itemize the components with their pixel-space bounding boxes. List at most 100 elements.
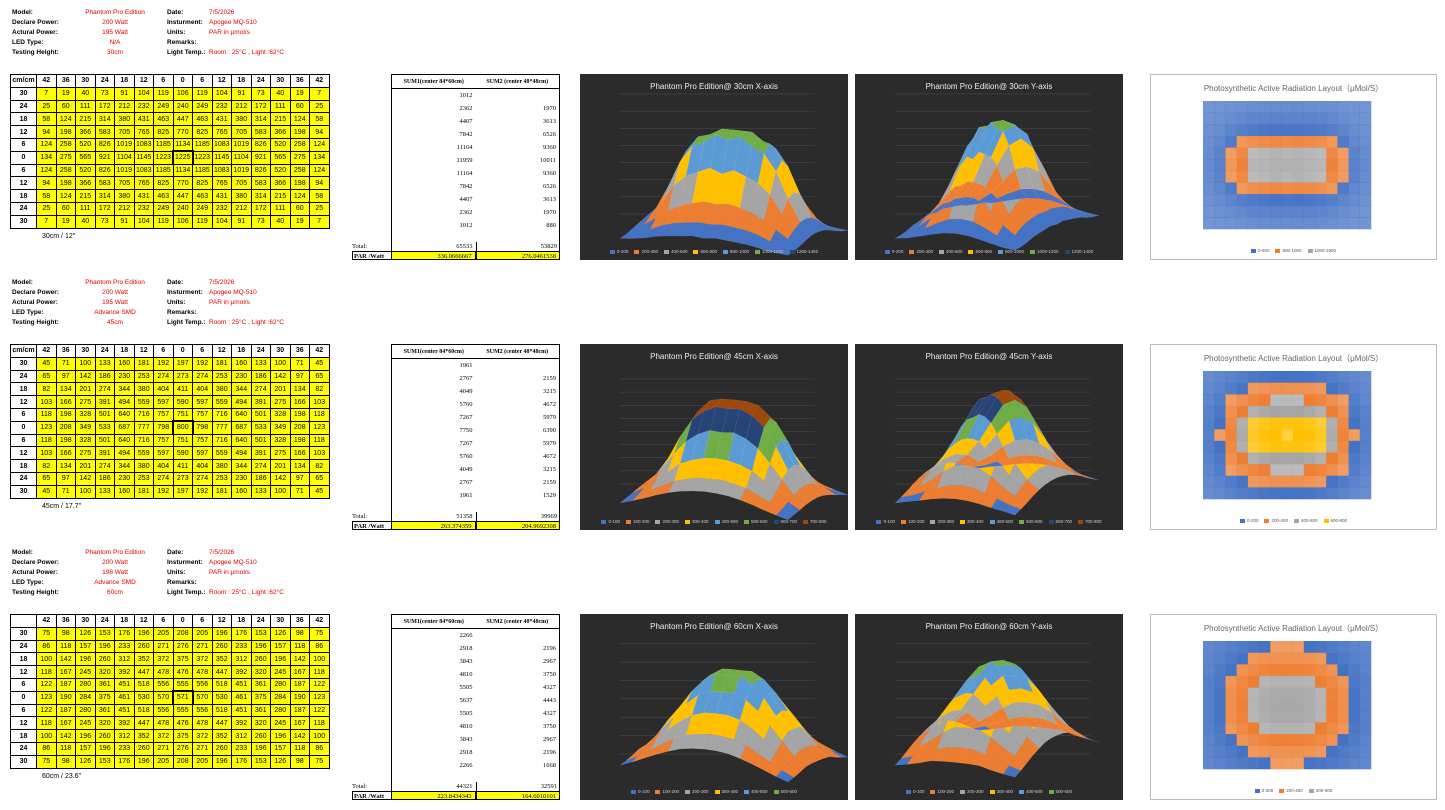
par-cell: 411	[172, 382, 193, 397]
par-cell: 271	[153, 639, 174, 654]
sum-row: 2767 2159	[392, 372, 559, 385]
sum1-value: 5637	[459, 697, 473, 704]
par-cell: 687	[114, 420, 135, 435]
legend-label: 1000-1500	[1314, 248, 1337, 253]
contour-cell	[1247, 429, 1260, 442]
par-cell: 19	[289, 214, 310, 229]
sum-row: 11164 9360	[392, 167, 559, 180]
par-cell: 157	[75, 741, 96, 756]
contour-cell	[1292, 464, 1305, 477]
contour-cell	[1214, 652, 1226, 665]
contour-cell	[1281, 371, 1293, 383]
height-caption: 60cm / 23.6"	[42, 773, 82, 780]
contour-cell	[1315, 147, 1327, 160]
contour-cell	[1247, 135, 1260, 148]
par-cell: 391	[94, 446, 115, 461]
par-cell: 73	[94, 214, 115, 229]
par-cell: 196	[270, 729, 291, 743]
par-cell: 212	[231, 99, 252, 114]
contour-cell	[1214, 664, 1226, 677]
par-cell: 215	[270, 189, 291, 203]
par-cell: 556	[192, 677, 213, 692]
test-section: Model: Phantom Pro Edition Date: 7/5/2026 De…	[0, 0, 1445, 270]
info-label: Testing Height:	[12, 49, 59, 56]
contour-cell	[1203, 135, 1215, 148]
contour-cell	[1315, 464, 1327, 477]
par-cell: 215	[75, 189, 96, 203]
par-cell: 166	[289, 446, 310, 461]
contour-cell	[1348, 194, 1361, 207]
legend-swatch	[663, 249, 669, 254]
contour-cell	[1225, 652, 1237, 665]
par-cell: 1134	[172, 137, 193, 152]
contour-cell	[1203, 664, 1215, 677]
par-cell: 1223	[153, 150, 174, 165]
par-cell: 126	[270, 626, 291, 641]
par-cell: 196	[211, 754, 232, 769]
par-cell: 176	[231, 626, 252, 641]
contour-cell	[1326, 170, 1338, 183]
chart-legend: 0-100 100-200 200-300 300-400 400-500 500-600…	[580, 519, 848, 524]
par-cell: 201	[75, 459, 96, 473]
contour-cell	[1348, 112, 1361, 125]
contour-cell	[1281, 440, 1293, 453]
contour-cell	[1303, 417, 1316, 430]
par-cell: 271	[192, 741, 213, 756]
par-cell: 777	[211, 420, 232, 435]
contour-cell	[1247, 699, 1260, 712]
table-row: 6 118 198 328 501 640 716 757 751 757 716 640 501 328…	[10, 407, 330, 422]
par-cell: 372	[153, 652, 174, 667]
table-row: 18 82 134 201 274 344 380 404 411 404 380 344 274 201…	[10, 459, 330, 473]
par-cell: 312	[231, 652, 252, 667]
par-cell: 559	[211, 395, 232, 409]
par-cell: 91	[114, 86, 135, 101]
contour-cell	[1303, 124, 1316, 137]
contour-chart: Photosynthetic Active Radiation Layout（μ…	[1150, 614, 1437, 800]
par-cell: 451	[114, 703, 135, 718]
par-cell: 97	[289, 369, 310, 384]
contour-cell	[1326, 417, 1338, 430]
contour-cell	[1326, 382, 1338, 395]
contour-cell	[1326, 440, 1338, 453]
contour-cell	[1270, 757, 1282, 770]
contour-cell	[1337, 135, 1349, 148]
sum-row: 4407 3613	[392, 193, 559, 206]
par-cell: 118	[36, 716, 57, 731]
contour-cell	[1337, 745, 1349, 758]
legend-swatch	[938, 249, 944, 254]
contour-cell	[1337, 371, 1349, 383]
legend-label: 600-800	[1330, 518, 1348, 523]
par-cell: 463	[192, 112, 213, 127]
contour-cell	[1337, 464, 1349, 477]
contour-cell	[1259, 417, 1271, 430]
par-cell: 518	[211, 703, 232, 718]
par-cell: 361	[94, 677, 115, 692]
sum-body: 1961 2767 2159 4049 3215 5760 4672 7267 5979 7750…	[391, 358, 560, 527]
par-cell: 75	[309, 754, 330, 769]
sum2-value: 2159	[543, 375, 556, 382]
par-cell: 260	[133, 639, 154, 654]
par-cell: 215	[270, 112, 291, 127]
par-cell: 118	[309, 716, 330, 731]
legend-swatch	[634, 249, 640, 254]
par-cell: 172	[94, 99, 115, 114]
table-row: 30 75 98 126 153 176 196 205 208 205 196 176 153 126 9…	[10, 754, 330, 769]
par-watt-label: PAR /Watt	[352, 521, 391, 530]
legend-label: 300-400	[996, 789, 1014, 794]
contour-cell	[1214, 699, 1226, 712]
par-cell: 186	[94, 369, 115, 384]
sum1-value: 3843	[459, 658, 473, 665]
contour-cell	[1259, 405, 1271, 418]
info-value: 7/5/2026	[209, 279, 235, 286]
contour-cell	[1326, 487, 1338, 500]
contour-cell	[1292, 664, 1305, 677]
contour-cell	[1247, 641, 1260, 653]
info-value: Phantom Pro Edition	[85, 9, 145, 16]
par-cell: 447	[133, 665, 154, 679]
par-cell: 260	[211, 741, 232, 756]
par-cell: 153	[94, 626, 115, 641]
par-cell: 320	[94, 665, 115, 679]
par-cell: 187	[289, 677, 310, 692]
contour-cell	[1303, 452, 1316, 465]
par-cell: 404	[192, 382, 213, 397]
